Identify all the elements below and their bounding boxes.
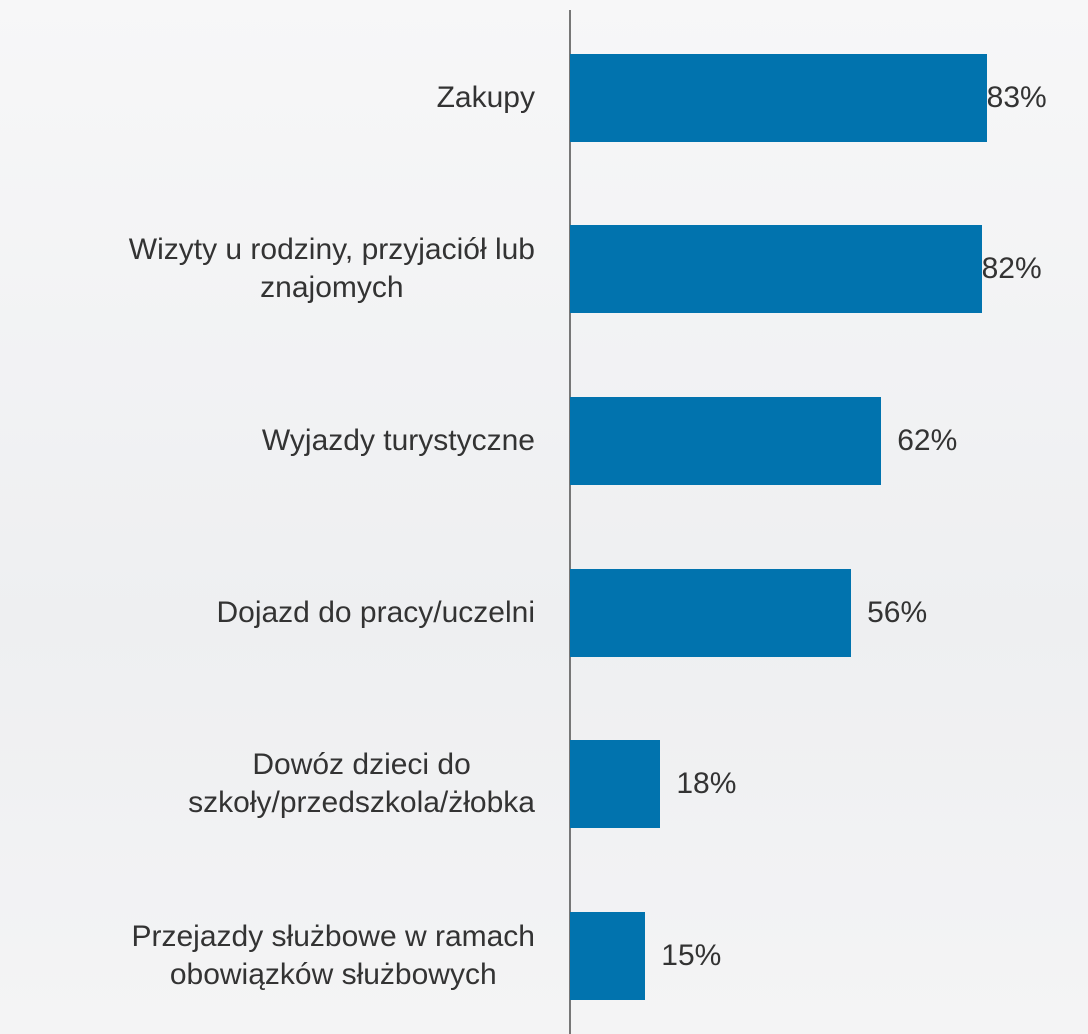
value-label: 56% — [867, 595, 928, 629]
value-label: 15% — [661, 938, 722, 972]
value-label: 18% — [676, 767, 737, 801]
category-label: Wizyty u rodziny, przyjaciół lub znajomy… — [128, 233, 535, 305]
bar — [570, 225, 982, 314]
value-label: 62% — [897, 424, 958, 457]
bar — [570, 53, 987, 142]
value-label: 82% — [981, 252, 1042, 286]
category-label: Przejazdy służbowe w ramach obowiązków s… — [131, 919, 536, 991]
bar — [570, 740, 661, 829]
value-label: 83% — [986, 80, 1047, 114]
bar — [570, 397, 882, 485]
category-label: Dowóz dzieci do szkoły/przedszkola/żłobk… — [188, 748, 535, 820]
category-label: Zakupy — [436, 80, 535, 114]
category-label: Dojazd do pracy/uczelni — [216, 595, 535, 629]
bar — [570, 568, 852, 657]
axis-line — [569, 10, 571, 1034]
category-label: Wyjazdy turystyczne — [261, 424, 535, 457]
bar — [570, 911, 646, 1000]
